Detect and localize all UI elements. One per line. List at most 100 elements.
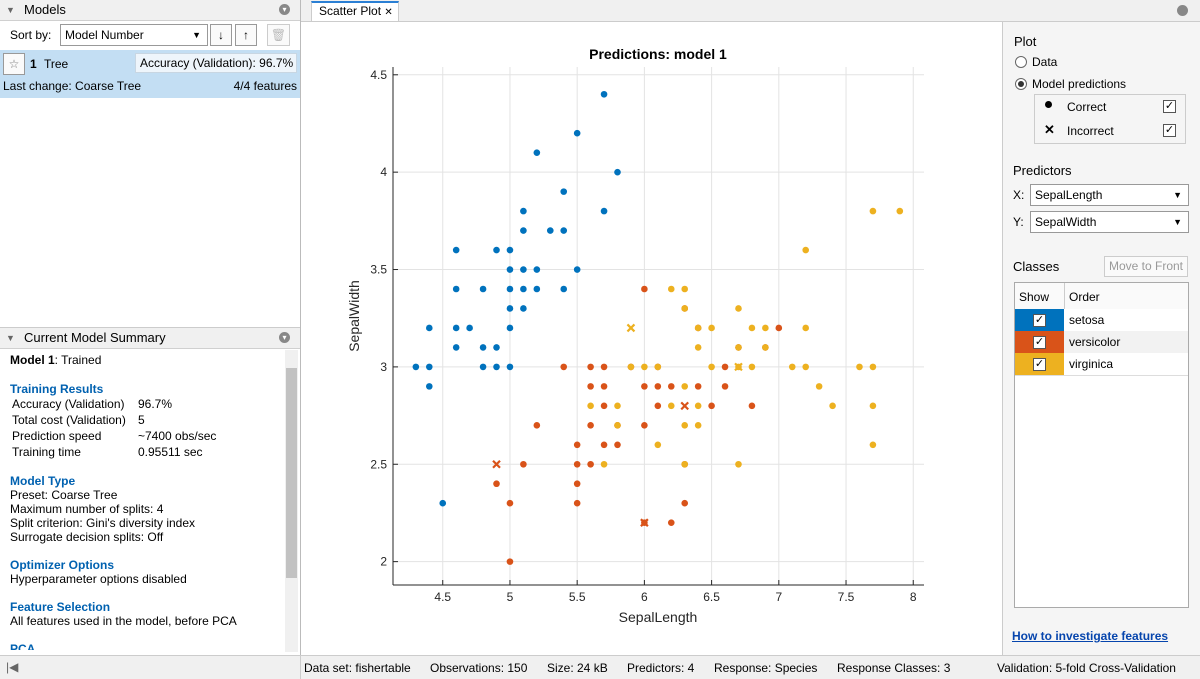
point xyxy=(479,363,487,371)
point xyxy=(506,324,514,332)
point xyxy=(452,344,460,351)
point xyxy=(479,285,487,293)
point xyxy=(587,363,594,371)
point xyxy=(533,422,541,429)
point xyxy=(506,558,514,565)
summary-header[interactable]: ▼ Current Model Summary ▾ xyxy=(0,327,300,349)
point xyxy=(667,519,675,526)
tab[interactable]: Scatter Plot ✕ xyxy=(311,1,399,21)
scrollbar[interactable] xyxy=(285,350,298,652)
class-checkbox[interactable]: ✓ xyxy=(1033,314,1046,327)
point xyxy=(506,363,514,371)
point xyxy=(667,383,675,390)
point xyxy=(573,441,581,449)
class-checkbox[interactable]: ✓ xyxy=(1033,358,1046,371)
point xyxy=(506,266,514,273)
point xyxy=(466,324,473,332)
summary-model-name: Model 1 xyxy=(10,353,55,367)
x-tick-label: 6 xyxy=(641,590,648,604)
point xyxy=(708,324,715,332)
sort-ascending[interactable]: ↓ xyxy=(210,24,232,46)
tab-bar: Scatter Plot ✕ xyxy=(301,0,1200,22)
radio-button[interactable] xyxy=(1015,78,1027,90)
point xyxy=(654,383,662,390)
y-tick-label: 2.5 xyxy=(370,457,387,471)
section-heading: Training Results xyxy=(10,382,104,396)
point xyxy=(573,480,581,488)
point xyxy=(681,499,689,507)
point xyxy=(667,285,675,293)
classes-heading: Classes xyxy=(1013,259,1060,274)
x-select[interactable]: SepalLength xyxy=(1030,184,1189,206)
point xyxy=(681,383,689,390)
point xyxy=(587,402,594,410)
summary-key: Training time xyxy=(12,445,81,459)
scatter-plot: Predictions: model 1 SepalLength SepalWi… xyxy=(301,22,1002,655)
point xyxy=(452,324,460,332)
y-tick-label: 3 xyxy=(380,360,387,374)
point xyxy=(452,285,460,293)
point xyxy=(587,383,594,390)
point xyxy=(802,363,810,371)
summary-row: Training time 0.95511 sec xyxy=(12,444,280,460)
point xyxy=(802,246,810,254)
summary-key: Accuracy (Validation) xyxy=(12,397,125,411)
help-link[interactable]: How to investigate features xyxy=(1012,629,1169,643)
delete-button[interactable]: 🗑 xyxy=(267,24,290,46)
point xyxy=(506,285,514,293)
summary-content: Model 1: Trained Training Results Accurac… xyxy=(10,353,280,650)
point xyxy=(721,363,729,371)
point xyxy=(896,207,904,215)
y-tick-label: 3.5 xyxy=(370,263,387,277)
sort-descending[interactable]: ↑ xyxy=(235,24,257,46)
class-checkbox[interactable]: ✓ xyxy=(1033,336,1046,349)
radio-label: Model predictions xyxy=(1032,77,1127,91)
incorrect-checkbox[interactable]: ✓ xyxy=(1163,124,1176,137)
point xyxy=(412,363,420,371)
radio-button[interactable] xyxy=(1015,56,1027,68)
x-tick-label: 6.5 xyxy=(703,590,720,604)
point xyxy=(667,402,675,410)
x-tick-label: 5.5 xyxy=(569,590,586,604)
favorite-star[interactable]: ☆ xyxy=(3,53,25,75)
incorrect-point xyxy=(734,362,743,372)
status-item: Size: 24 kB xyxy=(547,661,608,675)
x-tick-label: 5 xyxy=(507,590,514,604)
class-name: virginica xyxy=(1069,357,1114,371)
models-title: Models xyxy=(24,2,66,17)
plot-heading: Plot xyxy=(1014,34,1037,49)
y-select[interactable]: SepalWidth xyxy=(1030,211,1189,233)
point xyxy=(748,363,756,371)
point xyxy=(627,363,635,371)
summary-value: 96.7% xyxy=(138,397,173,411)
point xyxy=(748,324,756,332)
sort-dropdown[interactable]: Model Number xyxy=(60,24,208,46)
point xyxy=(506,499,514,507)
point xyxy=(694,324,702,332)
model-name: Tree xyxy=(44,57,69,71)
point xyxy=(762,324,769,332)
summary-key: Prediction speed xyxy=(12,429,102,443)
incorrect-point xyxy=(680,401,689,411)
section-heading: PCA xyxy=(10,642,36,650)
point xyxy=(775,324,783,332)
model-row[interactable]: ☆ 1 Tree Accuracy (Validation): 96.7% La… xyxy=(0,50,300,98)
summary-line: Hyperparameter options disabled xyxy=(10,572,187,586)
point xyxy=(869,207,877,215)
point xyxy=(869,363,877,371)
sort-label: Sort by: xyxy=(10,28,52,42)
model-status-line: Model 1: Trained xyxy=(10,353,280,367)
point xyxy=(493,480,500,488)
x-select-label: X: xyxy=(1013,188,1025,202)
point xyxy=(560,285,568,293)
y-axis-label: SepalWidth xyxy=(346,280,362,352)
correct-checkbox[interactable]: ✓ xyxy=(1163,100,1176,113)
summary-line: Preset: Coarse Tree xyxy=(10,488,118,502)
move-to-front[interactable]: Move to Front xyxy=(1104,256,1188,277)
section-heading: Feature Selection xyxy=(10,600,111,614)
model-accuracy: Accuracy (Validation): 96.7% xyxy=(135,53,297,73)
models-header[interactable]: ▼ Models ▾ xyxy=(0,0,300,21)
model-features: 4/4 features xyxy=(233,79,297,93)
point xyxy=(788,363,796,371)
